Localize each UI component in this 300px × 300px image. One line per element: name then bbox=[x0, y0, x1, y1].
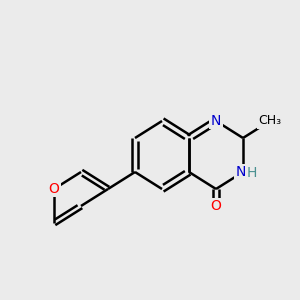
Text: N: N bbox=[236, 165, 246, 179]
Text: H: H bbox=[247, 166, 257, 180]
Text: CH₃: CH₃ bbox=[258, 115, 282, 128]
Text: O: O bbox=[211, 199, 221, 213]
Text: O: O bbox=[49, 182, 59, 196]
Text: N: N bbox=[211, 114, 221, 128]
